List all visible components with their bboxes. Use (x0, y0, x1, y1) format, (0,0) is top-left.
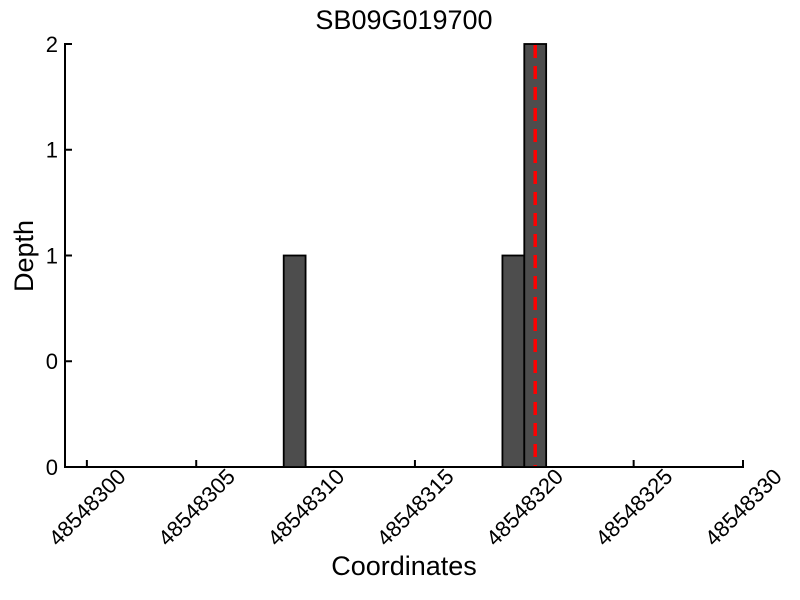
depth-bar (282, 254, 307, 468)
x-tick-label: 48548315 (372, 464, 459, 551)
x-tick-label: 48548325 (590, 464, 677, 551)
y-tick-label: 0 (46, 349, 58, 374)
x-tick-label: 48548330 (700, 464, 787, 551)
y-tick-label: 1 (46, 243, 58, 268)
x-axis-label: Coordinates (331, 551, 477, 581)
y-tick-label: 1 (46, 138, 58, 163)
y-tick-label: 2 (46, 32, 58, 57)
chart-title: SB09G019700 (315, 5, 493, 35)
x-tick-label: 48548305 (153, 464, 240, 551)
x-tick-label: 48548310 (262, 464, 349, 551)
y-tick-label: 0 (46, 455, 58, 480)
depth-bar (501, 254, 526, 468)
x-tick-label: 48548320 (481, 464, 568, 551)
